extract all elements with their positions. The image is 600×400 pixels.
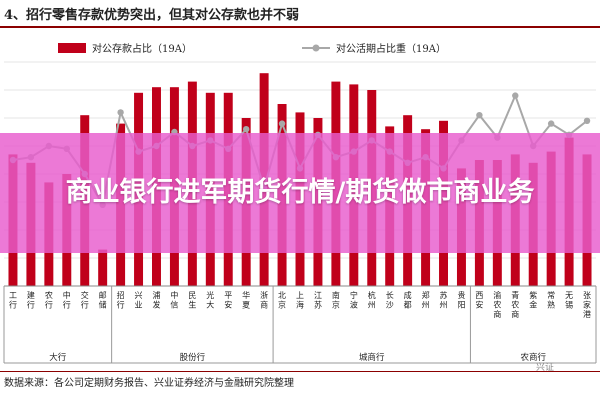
x-tick-label: 江苏 (314, 291, 322, 310)
line-point (512, 92, 519, 99)
legend: 对公存款占比（19A） 对公活期占比重（19A） (58, 42, 446, 55)
x-tick-label: 长沙 (386, 290, 394, 310)
line-point (476, 112, 483, 119)
x-tick-label: 紫金 (529, 291, 537, 310)
x-tick-label: 杭州 (368, 290, 376, 310)
line-point (117, 109, 124, 116)
x-tick-label: 交行 (81, 290, 89, 310)
x-tick-label: 西安 (475, 291, 483, 310)
x-tick-label: 中行 (63, 290, 71, 310)
x-tick-label: 无锡 (565, 291, 573, 310)
x-tick-label: 贵阳 (457, 290, 465, 310)
chart-title: 4、招行零售存款优势突出，但其对公存款也并不弱 (4, 8, 300, 23)
x-tick-label: 光大 (206, 290, 214, 310)
watermark-text: 兴证 (536, 363, 555, 373)
legend-bar-swatch (58, 43, 86, 53)
x-tick-label: 郑州 (422, 290, 430, 310)
x-tick-label: 浦发 (152, 290, 160, 310)
x-tick-label: 建行 (27, 290, 35, 310)
x-tick-label: 民生 (188, 291, 196, 310)
x-tick-label: 苏州 (440, 290, 448, 310)
x-tick-label: 工行 (9, 291, 17, 310)
line-point (583, 117, 591, 125)
x-tick-label: 兴业 (135, 291, 143, 310)
x-tick-label: 招行 (117, 290, 125, 310)
line-point (278, 120, 286, 127)
x-tick-label: 北京 (278, 291, 286, 310)
legend-line-marker (312, 44, 320, 52)
x-tick-label: 成都 (404, 290, 412, 310)
title-divider (0, 26, 600, 28)
x-tick-label: 南京 (332, 290, 340, 310)
group-brackets: 大行 股份行 城商行 农商行 (3, 286, 597, 364)
line-point (547, 120, 555, 127)
legend-bar-label: 对公存款占比（19A） (92, 42, 192, 55)
x-tick-label: 浙商 (260, 290, 268, 310)
x-tick-label: 中信 (170, 290, 178, 310)
bar (98, 249, 108, 286)
legend-line-label: 对公活期占比重（19A） (336, 42, 446, 55)
x-tick-label: 渝农商 (493, 290, 501, 319)
x-tick-label: 农行 (45, 290, 53, 310)
x-tick-label: 常熟 (547, 291, 555, 310)
group-label: 农商行 (520, 352, 546, 363)
line-point (242, 126, 250, 133)
x-tick-label: 华夏 (242, 290, 250, 310)
overlay-title: 商业银行进军期货行情/期货做市商业务 (65, 177, 535, 208)
x-tick-label: 张家港 (583, 291, 591, 319)
group-label: 城商行 (359, 352, 385, 363)
x-tick-label: 平安 (224, 291, 232, 310)
x-tick-label: 邮储 (99, 290, 107, 310)
source-divider (0, 371, 600, 372)
x-tick-label: 青农商 (511, 290, 519, 319)
group-label: 大行 (49, 352, 67, 363)
source-note: 数据来源：各公司定期财务报告、兴业证券经济与金融研究院整理 (4, 378, 294, 389)
overlay-banner: 商业银行进军期货行情/期货做市商业务 (0, 133, 600, 253)
group-label: 股份行 (180, 352, 206, 363)
x-tick-label: 上海 (296, 291, 304, 310)
x-tick-label: 宁波 (350, 290, 358, 310)
x-axis-labels: 工行建行农行中行交行邮储招行兴业浦发中信民生光大平安华夏浙商北京上海江苏南京宁波… (4, 285, 596, 319)
